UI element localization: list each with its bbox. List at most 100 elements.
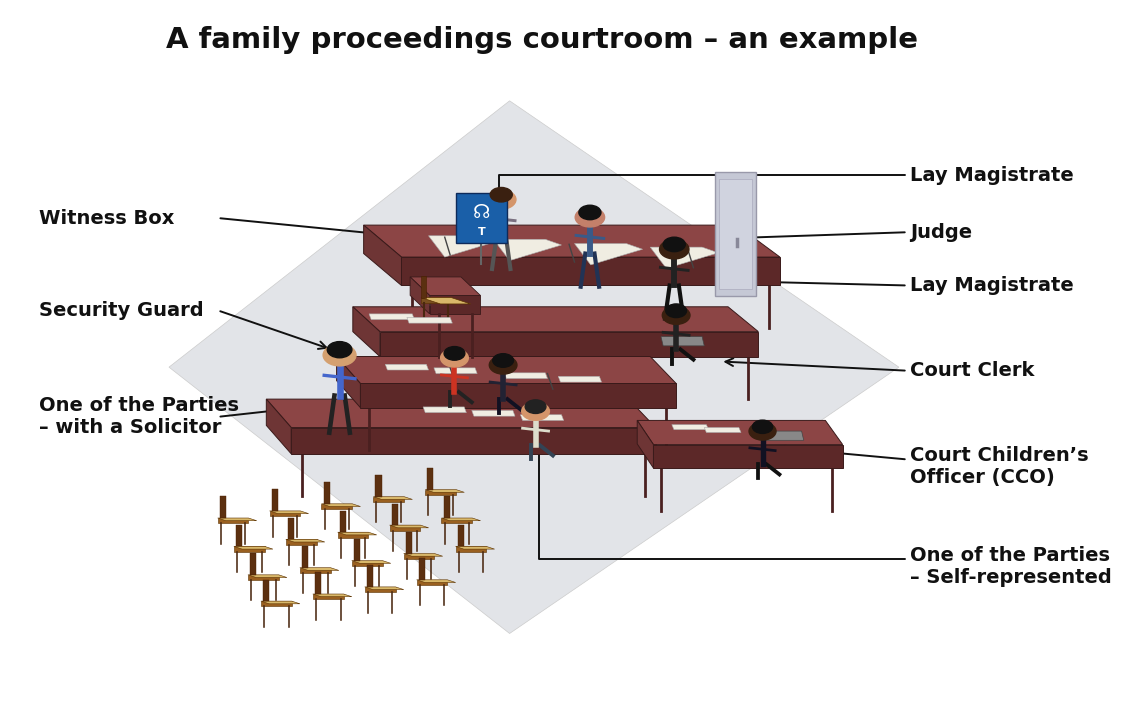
Polygon shape (650, 247, 718, 268)
Polygon shape (406, 532, 412, 553)
Circle shape (493, 354, 514, 367)
Polygon shape (661, 337, 705, 346)
Text: Lay Magistrate: Lay Magistrate (909, 276, 1073, 295)
Polygon shape (337, 532, 368, 538)
Polygon shape (434, 368, 477, 374)
Circle shape (486, 190, 516, 209)
Polygon shape (705, 428, 741, 433)
Polygon shape (720, 179, 752, 289)
Polygon shape (365, 587, 396, 593)
Circle shape (660, 240, 689, 259)
Text: Court Clerk: Court Clerk (909, 361, 1034, 380)
Circle shape (522, 402, 549, 420)
Polygon shape (324, 482, 329, 504)
Polygon shape (428, 468, 434, 490)
Polygon shape (758, 431, 804, 441)
Polygon shape (312, 594, 343, 600)
Polygon shape (637, 421, 653, 468)
Text: One of the Parties
– Self-represented: One of the Parties – Self-represented (909, 545, 1112, 587)
Polygon shape (271, 489, 278, 511)
Polygon shape (340, 511, 345, 532)
Polygon shape (715, 172, 756, 296)
Circle shape (490, 188, 513, 202)
Polygon shape (574, 244, 643, 265)
Polygon shape (416, 580, 447, 585)
Polygon shape (270, 511, 301, 516)
Circle shape (579, 205, 601, 220)
Polygon shape (261, 601, 292, 607)
Polygon shape (337, 532, 376, 535)
Polygon shape (426, 490, 456, 495)
Polygon shape (251, 553, 256, 575)
Polygon shape (391, 503, 398, 525)
Polygon shape (404, 553, 435, 559)
Polygon shape (558, 376, 602, 382)
Polygon shape (300, 568, 339, 570)
Polygon shape (407, 317, 452, 323)
Polygon shape (270, 511, 309, 513)
Polygon shape (505, 373, 548, 379)
Polygon shape (286, 539, 317, 545)
Polygon shape (386, 364, 429, 370)
Polygon shape (365, 587, 404, 590)
Polygon shape (267, 399, 292, 453)
Text: Lay Magistrate: Lay Magistrate (909, 166, 1073, 185)
Polygon shape (364, 225, 402, 285)
Circle shape (749, 422, 776, 440)
Polygon shape (421, 297, 451, 303)
Polygon shape (233, 546, 273, 549)
Circle shape (327, 342, 352, 358)
Polygon shape (430, 295, 480, 314)
Polygon shape (423, 407, 467, 413)
Polygon shape (286, 539, 325, 542)
Polygon shape (288, 518, 294, 539)
Circle shape (490, 356, 517, 374)
Polygon shape (411, 277, 430, 314)
Polygon shape (233, 546, 264, 552)
Polygon shape (375, 475, 382, 497)
Polygon shape (321, 504, 360, 506)
Polygon shape (390, 525, 420, 530)
Polygon shape (217, 518, 256, 520)
Polygon shape (315, 573, 321, 594)
Text: One of the Parties
– with a Solicitor: One of the Parties – with a Solicitor (39, 396, 239, 437)
Text: ☊: ☊ (472, 202, 490, 222)
Polygon shape (248, 575, 279, 580)
Polygon shape (321, 504, 352, 509)
Polygon shape (421, 297, 470, 304)
Circle shape (753, 420, 772, 434)
Polygon shape (442, 518, 480, 520)
Polygon shape (653, 445, 843, 468)
Polygon shape (390, 525, 429, 528)
Polygon shape (404, 553, 443, 556)
Circle shape (575, 207, 605, 227)
Polygon shape (373, 497, 412, 499)
Polygon shape (352, 307, 380, 356)
Polygon shape (302, 546, 308, 568)
Polygon shape (351, 560, 391, 563)
Polygon shape (402, 257, 780, 285)
Polygon shape (455, 546, 486, 552)
Polygon shape (351, 560, 382, 566)
Polygon shape (442, 518, 472, 523)
Polygon shape (429, 236, 496, 257)
Polygon shape (455, 546, 494, 549)
Circle shape (666, 304, 686, 317)
Polygon shape (411, 277, 480, 295)
Polygon shape (373, 497, 404, 502)
Text: Judge: Judge (909, 222, 972, 242)
Polygon shape (263, 580, 269, 601)
Polygon shape (292, 428, 656, 453)
Polygon shape (169, 101, 899, 633)
Circle shape (444, 347, 464, 360)
Circle shape (662, 306, 690, 324)
Polygon shape (236, 525, 243, 546)
Text: A family proceedings courtroom – an example: A family proceedings courtroom – an exam… (166, 26, 917, 54)
Polygon shape (416, 580, 455, 583)
Text: Security Guard: Security Guard (39, 301, 204, 320)
Polygon shape (267, 399, 656, 428)
Polygon shape (493, 240, 562, 261)
Text: Witness Box: Witness Box (39, 208, 175, 227)
Polygon shape (336, 356, 676, 384)
Polygon shape (353, 539, 360, 560)
